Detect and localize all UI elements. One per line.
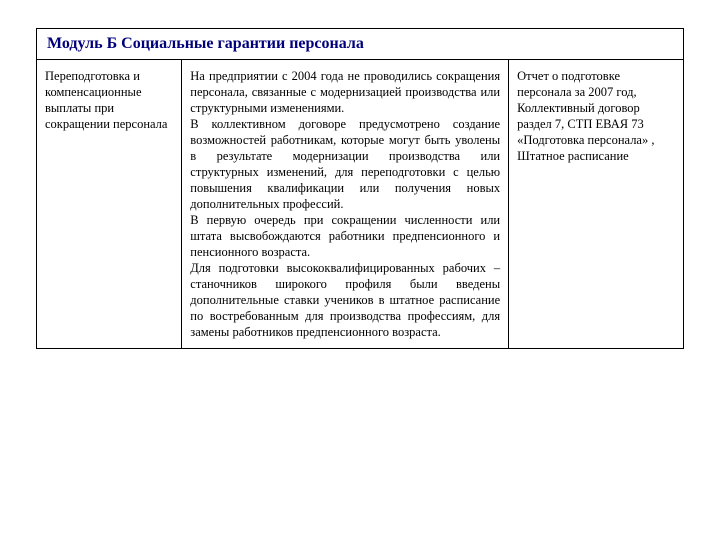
content-row: Переподготовка и компенсационные выплаты… — [37, 60, 683, 348]
column-description: На предприятии с 2004 года не проводилис… — [182, 60, 509, 348]
header-row: Модуль Б Социальные гарантии персонала — [37, 29, 683, 60]
column-topic: Переподготовка и компенсационные выплаты… — [37, 60, 182, 348]
desc-paragraph: На предприятии с 2004 года не проводилис… — [190, 68, 500, 116]
module-box: Модуль Б Социальные гарантии персонала П… — [36, 28, 684, 349]
document-page: Модуль Б Социальные гарантии персонала П… — [0, 0, 720, 377]
desc-paragraph: В первую очередь при сокращении численно… — [190, 212, 500, 260]
module-title: Модуль Б Социальные гарантии персонала — [47, 35, 364, 52]
column-references: Отчет о подготовке персонала за 2007 год… — [509, 60, 683, 348]
desc-paragraph: Для подготовки высококвалифицированных р… — [190, 260, 500, 340]
desc-paragraph: В коллективном договоре предусмотрено со… — [190, 116, 500, 212]
